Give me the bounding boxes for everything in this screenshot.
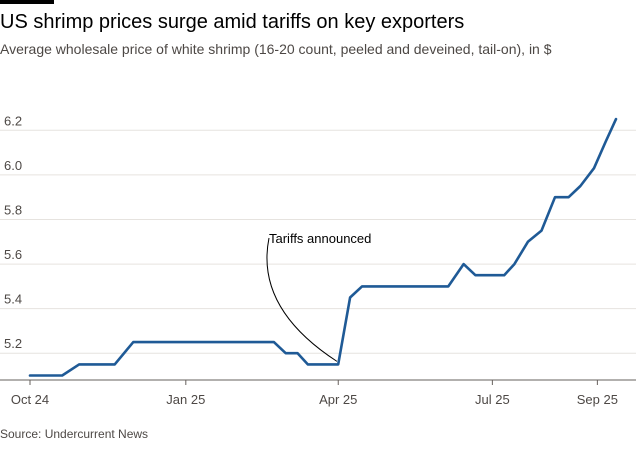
x-tick-label: Jul 25	[475, 392, 510, 407]
y-tick-label: 5.6	[4, 247, 22, 262]
axes: 5.2 5.4 5.6 5.8 6.0 6.2 Oct 24 Jan 25 Apr 25 Jul …	[0, 113, 636, 407]
y-tick-label: 5.8	[4, 202, 22, 217]
annotations: Tariffs announced	[266, 231, 371, 362]
chart-subtitle: Average wholesale price of white shrimp …	[0, 41, 552, 57]
x-tick-label: Sep 25	[577, 392, 618, 407]
x-tick-label: Apr 25	[319, 392, 357, 407]
price-series-line	[28, 117, 618, 377]
brand-bar	[0, 0, 54, 4]
chart-title: US shrimp prices surge amid tariffs on k…	[0, 11, 465, 33]
y-tick-label: 5.2	[4, 336, 22, 351]
y-tick-label: 6.2	[4, 113, 22, 128]
y-tick-label: 6.0	[4, 158, 22, 173]
source-note: Source: Undercurrent News	[0, 427, 149, 441]
x-tick-label: Oct 24	[11, 392, 49, 407]
annotation-leader-line	[266, 237, 338, 362]
series-layer	[28, 117, 618, 377]
y-tick-label: 5.4	[4, 292, 22, 307]
x-tick-label: Jan 25	[166, 392, 205, 407]
gridlines	[0, 129, 636, 354]
annotation-label: Tariffs announced	[269, 231, 371, 246]
